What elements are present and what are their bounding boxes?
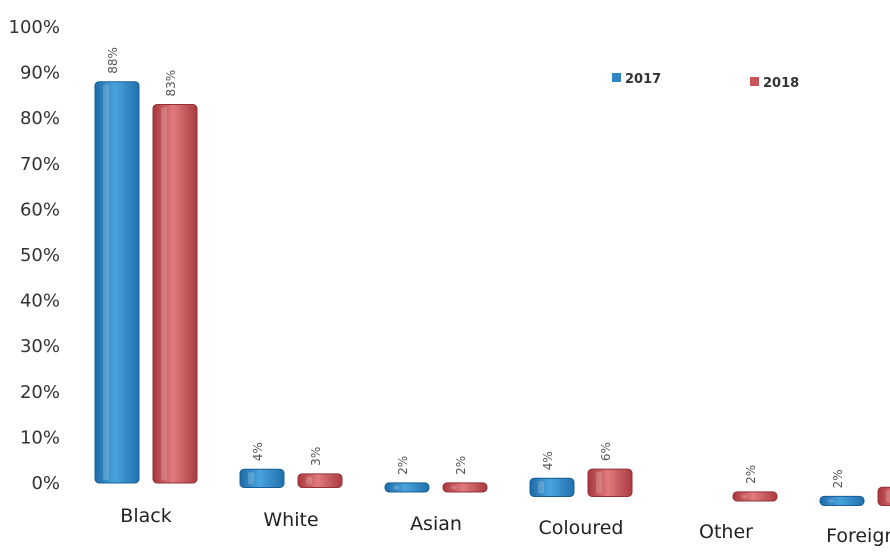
data-label: 3% — [309, 447, 323, 466]
bar-2017-foreigner — [819, 495, 865, 507]
bar-2018-coloured — [587, 468, 633, 498]
bar-highlight — [741, 494, 747, 498]
y-tick-label: 30% — [20, 336, 60, 357]
data-label: 4% — [251, 442, 265, 461]
bar-2018-other — [732, 491, 778, 502]
bar-highlight — [393, 485, 399, 489]
x-axis: Black White Asian Coloured Other Foreigner — [120, 505, 890, 547]
data-labels: 88%83%4%3%2%2%4%6%2%2%4% — [106, 47, 890, 488]
y-tick-label: 10% — [20, 427, 60, 448]
x-category-label: White — [263, 509, 318, 531]
data-label: 88% — [106, 47, 120, 74]
data-label: 83% — [164, 70, 178, 97]
x-category-label: Other — [699, 521, 753, 543]
bar-2017-asian — [384, 482, 430, 493]
data-label: 2% — [831, 469, 845, 488]
y-tick-label: 100% — [9, 17, 60, 38]
bar-highlight — [248, 472, 254, 485]
y-tick-label: 60% — [20, 199, 60, 220]
data-label: 4% — [541, 451, 555, 470]
bar-2018-white — [297, 473, 343, 489]
y-tick-label: 50% — [20, 245, 60, 266]
bar-highlight — [538, 481, 544, 494]
y-tick-label: 0% — [31, 473, 60, 494]
y-tick-label: 20% — [20, 382, 60, 403]
bar-2018-asian — [442, 482, 488, 493]
legend-swatch — [612, 73, 621, 82]
bar-highlight — [451, 485, 457, 489]
bar-2018-foreigner — [877, 486, 890, 506]
x-category-label: Coloured — [539, 517, 624, 539]
bars — [94, 81, 890, 507]
bar-2018-black — [152, 104, 198, 484]
y-tick-label: 70% — [20, 154, 60, 175]
legend-swatch — [750, 77, 759, 86]
data-label: 2% — [454, 456, 468, 475]
legend-label: 2018 — [763, 76, 799, 91]
bar-highlight — [306, 476, 312, 485]
bar-highlight — [103, 84, 109, 480]
bar-2017-white — [239, 468, 285, 489]
data-label: 2% — [396, 456, 410, 475]
y-axis: 0% 10% 20% 30% 40% 50% 60% 70% 80% 90% 100% — [9, 17, 60, 494]
bar-highlight — [161, 107, 167, 481]
y-tick-label: 40% — [20, 291, 60, 312]
x-category-label: Asian — [410, 513, 462, 535]
legend: 2017 2018 — [612, 72, 799, 91]
x-category-label: Foreigner — [826, 525, 890, 547]
bar-highlight — [596, 472, 602, 494]
legend-label: 2017 — [625, 72, 661, 87]
bar-2017-coloured — [529, 477, 575, 498]
x-category-label: Black — [120, 505, 171, 527]
y-tick-label: 90% — [20, 63, 60, 84]
data-label: 6% — [599, 442, 613, 461]
data-label: 2% — [744, 465, 758, 484]
bar-2017-black — [94, 81, 140, 484]
bar-highlight — [886, 490, 890, 503]
bar-highlight — [828, 499, 834, 503]
y-tick-label: 80% — [20, 108, 60, 129]
